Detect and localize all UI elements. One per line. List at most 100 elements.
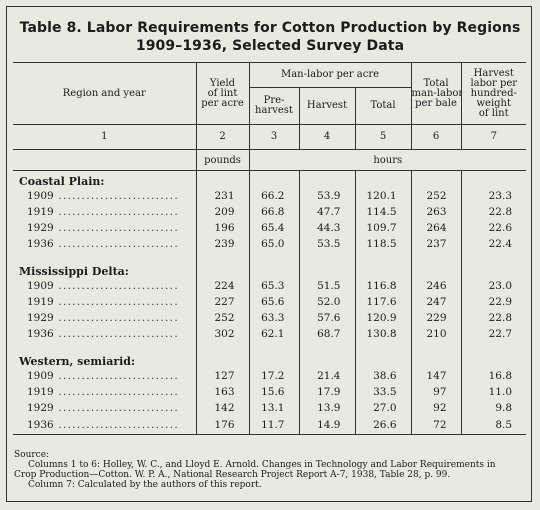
cell-harvest: 53.9	[298, 188, 355, 204]
table-row: 1909 .......................... 127 17.2 21…	[13, 368, 527, 384]
spacer-row	[13, 252, 527, 260]
cell-pre: 65.3	[248, 278, 299, 294]
cell-cwt: 22.4	[460, 236, 527, 252]
year-label: 1909	[27, 370, 54, 382]
cell-yield: 231	[195, 188, 249, 204]
year-label: 1919	[27, 206, 54, 218]
cell-pre: 15.6	[248, 384, 299, 400]
col-number: 3	[248, 124, 299, 150]
header-total-bale: Total man-labor per bale	[410, 62, 462, 125]
region-name: Mississippi Delta:	[19, 265, 129, 278]
year-cell: 1936 ..........................	[13, 326, 196, 342]
cell-yield: 224	[195, 278, 249, 294]
leader-dots: ..........................	[53, 238, 179, 250]
cell-harvest: 14.9	[298, 416, 355, 435]
cell-harvest: 47.7	[298, 204, 355, 220]
table-row: 1936 .......................... 176 11.7 14…	[13, 416, 527, 435]
year-label: 1909	[27, 190, 54, 202]
cell-yield: 227	[195, 294, 249, 310]
unit-hours: hours	[248, 149, 527, 171]
cell-yield: 176	[195, 416, 249, 435]
cell-total: 117.6	[354, 294, 412, 310]
cell-harvest: 51.5	[298, 278, 355, 294]
leader-dots: ..........................	[53, 402, 179, 414]
cell-cwt: 16.8	[460, 368, 527, 384]
year-label: 1929	[27, 222, 54, 234]
col-number: 7	[460, 124, 527, 150]
cell-bale: 147	[410, 368, 462, 384]
header-harvest: Harvest	[298, 87, 355, 125]
year-label: 1919	[27, 386, 54, 398]
cell-yield: 163	[195, 384, 249, 400]
cell-yield: 127	[195, 368, 249, 384]
cell-harvest: 17.9	[298, 384, 355, 400]
region-header-row: Mississippi Delta:	[13, 260, 527, 278]
cell-cwt: 23.0	[460, 278, 527, 294]
source-label: Source:	[14, 450, 50, 460]
year-label: 1929	[27, 312, 54, 324]
leader-dots: ..........................	[53, 312, 179, 324]
table-title: Table 8. Labor Requirements for Cotton P…	[19, 20, 521, 36]
header-yield: Yield of lint per acre	[195, 62, 249, 125]
leader-dots: ..........................	[53, 190, 179, 202]
leader-dots: ..........................	[53, 280, 179, 292]
table-row: 1919 .......................... 227 65.6 52…	[13, 294, 527, 310]
cell-yield: 239	[195, 236, 249, 252]
cell-yield: 142	[195, 400, 249, 416]
cell-total: 26.6	[354, 416, 412, 435]
cell-pre: 62.1	[248, 326, 299, 342]
table-row: 1929 .......................... 142 13.1 13…	[13, 400, 527, 416]
year-cell: 1929 ..........................	[13, 400, 196, 416]
table-row: 1909 .......................... 231 66.2 53…	[13, 188, 527, 204]
cell-harvest: 13.9	[298, 400, 355, 416]
header-pre-harvest: Pre-harvest	[248, 87, 299, 125]
table-subtitle: 1909–1936, Selected Survey Data	[135, 38, 405, 54]
table-frame	[6, 6, 532, 502]
col-number: 2	[195, 124, 249, 150]
cell-pre: 65.4	[248, 220, 299, 236]
leader-dots: ..........................	[53, 419, 179, 431]
year-cell: 1909 ..........................	[13, 188, 196, 204]
year-label: 1909	[27, 280, 54, 292]
col-number: 6	[410, 124, 462, 150]
cell-pre: 17.2	[248, 368, 299, 384]
cell-total: 120.9	[354, 310, 412, 326]
cell-pre: 66.8	[248, 204, 299, 220]
col-number: 5	[354, 124, 412, 150]
cell-pre: 65.0	[248, 236, 299, 252]
cell-bale: 229	[410, 310, 462, 326]
region-header-row: Western, semiarid:	[13, 350, 527, 368]
leader-dots: ..........................	[53, 222, 179, 234]
source-notes: Source: Columns 1 to 6: Holley, W. C., a…	[14, 450, 524, 490]
cell-bale: 246	[410, 278, 462, 294]
table-row: 1936 .......................... 239 65.0 53…	[13, 236, 527, 252]
cell-total: 114.5	[354, 204, 412, 220]
cell-cwt: 22.8	[460, 204, 527, 220]
cell-cwt: 23.3	[460, 188, 527, 204]
header-man-labor: Man-labor per acre	[248, 62, 412, 88]
cell-cwt: 22.8	[460, 310, 527, 326]
cell-pre: 66.2	[248, 188, 299, 204]
region-header-row: Coastal Plain:	[13, 170, 527, 188]
cell-pre: 63.3	[248, 310, 299, 326]
leader-dots: ..........................	[53, 328, 179, 340]
cell-pre: 13.1	[248, 400, 299, 416]
region-name: Western, semiarid:	[19, 355, 136, 368]
year-cell: 1919 ..........................	[13, 204, 196, 220]
cell-total: 109.7	[354, 220, 412, 236]
column-number-row: 1 2 3 4 5 6 7	[13, 124, 527, 150]
table-row: 1919 .......................... 209 66.8 47…	[13, 204, 527, 220]
year-label: 1936	[27, 328, 54, 340]
cell-cwt: 9.8	[460, 400, 527, 416]
cell-total: 38.6	[354, 368, 412, 384]
year-label: 1919	[27, 296, 54, 308]
cell-bale: 72	[410, 416, 462, 435]
year-cell: 1936 ..........................	[13, 416, 196, 435]
cell-yield: 209	[195, 204, 249, 220]
leader-dots: ..........................	[53, 370, 179, 382]
cell-bale: 210	[410, 326, 462, 342]
table-row: 1936 .......................... 302 62.1 68…	[13, 326, 527, 342]
cell-pre: 65.6	[248, 294, 299, 310]
cell-bale: 97	[410, 384, 462, 400]
cell-yield: 252	[195, 310, 249, 326]
